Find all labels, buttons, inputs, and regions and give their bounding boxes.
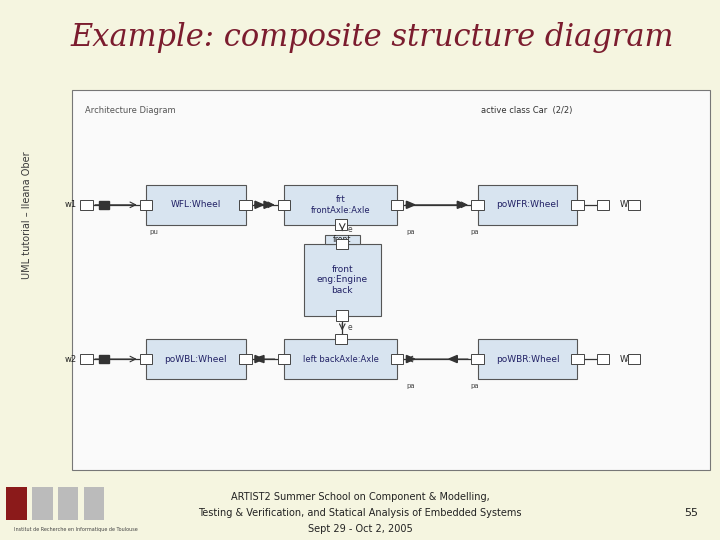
Text: W3: W3 bbox=[619, 200, 633, 210]
Bar bbox=[391, 200, 403, 210]
Bar bbox=[284, 185, 397, 225]
Bar bbox=[335, 219, 347, 230]
Bar bbox=[336, 310, 348, 321]
Text: Institut de Recherche en Informatique de Toulouse: Institut de Recherche en Informatique de… bbox=[14, 526, 138, 531]
Text: pa: pa bbox=[406, 383, 415, 389]
Bar bbox=[99, 355, 109, 363]
Text: w2: w2 bbox=[65, 355, 77, 363]
Bar bbox=[628, 200, 640, 210]
Bar bbox=[472, 200, 484, 210]
Text: pu: pu bbox=[149, 229, 158, 235]
Bar bbox=[84, 488, 104, 521]
Bar bbox=[477, 339, 577, 379]
Text: Architecture Diagram: Architecture Diagram bbox=[84, 106, 175, 115]
Bar bbox=[99, 201, 109, 209]
Text: UML tutorial – Ileana Ober: UML tutorial – Ileana Ober bbox=[22, 151, 32, 279]
Text: poWFR:Wheel: poWFR:Wheel bbox=[496, 200, 559, 210]
Bar bbox=[325, 234, 360, 244]
Text: poWBL:Wheel: poWBL:Wheel bbox=[164, 355, 227, 363]
Polygon shape bbox=[406, 201, 415, 208]
Bar bbox=[472, 354, 484, 364]
Bar bbox=[628, 354, 640, 364]
Bar bbox=[145, 185, 246, 225]
Bar bbox=[391, 354, 403, 364]
Bar bbox=[240, 200, 252, 210]
Text: front: front bbox=[333, 235, 351, 244]
Bar bbox=[140, 200, 152, 210]
Polygon shape bbox=[255, 355, 264, 363]
Bar bbox=[336, 239, 348, 249]
Polygon shape bbox=[255, 201, 264, 208]
Text: Example: composite structure diagram: Example: composite structure diagram bbox=[71, 22, 674, 53]
Bar bbox=[278, 354, 290, 364]
Bar bbox=[145, 339, 246, 379]
Text: pa: pa bbox=[470, 229, 479, 235]
Bar bbox=[81, 354, 93, 364]
Polygon shape bbox=[449, 355, 457, 363]
Bar bbox=[6, 488, 27, 521]
Polygon shape bbox=[457, 201, 466, 208]
Text: poWBR:Wheel: poWBR:Wheel bbox=[496, 355, 559, 363]
Bar bbox=[335, 334, 347, 345]
Text: active class Car  (2/2): active class Car (2/2) bbox=[481, 106, 572, 115]
Text: 55: 55 bbox=[684, 508, 698, 518]
Bar bbox=[477, 185, 577, 225]
Polygon shape bbox=[256, 355, 264, 363]
Text: WFL:Wheel: WFL:Wheel bbox=[171, 200, 221, 210]
Bar bbox=[140, 354, 152, 364]
Bar bbox=[284, 339, 397, 379]
Bar bbox=[81, 200, 93, 210]
Text: ARTIST2 Summer School on Component & Modelling,: ARTIST2 Summer School on Component & Mod… bbox=[230, 491, 490, 502]
Text: pa: pa bbox=[406, 229, 415, 235]
Bar bbox=[32, 488, 53, 521]
Bar bbox=[278, 200, 290, 210]
Text: w1: w1 bbox=[65, 200, 77, 210]
Text: front
eng:Engine
back: front eng:Engine back bbox=[317, 265, 368, 295]
Polygon shape bbox=[406, 355, 415, 363]
Text: pa: pa bbox=[470, 383, 479, 389]
Polygon shape bbox=[264, 201, 272, 208]
Text: Sept 29 - Oct 2, 2005: Sept 29 - Oct 2, 2005 bbox=[307, 524, 413, 534]
Text: e: e bbox=[348, 323, 352, 332]
Bar bbox=[240, 354, 252, 364]
Bar bbox=[304, 244, 381, 315]
Bar bbox=[597, 354, 609, 364]
Text: e: e bbox=[348, 225, 352, 234]
Bar bbox=[572, 354, 584, 364]
Bar bbox=[597, 200, 609, 210]
Bar bbox=[58, 488, 78, 521]
Text: left backAxle:Axle: left backAxle:Axle bbox=[302, 355, 379, 363]
Bar bbox=[572, 200, 584, 210]
Text: frt
frontAxle:Axle: frt frontAxle:Axle bbox=[311, 195, 371, 214]
Text: W4: W4 bbox=[619, 355, 633, 363]
Text: Testing & Verification, and Statical Analysis of Embedded Systems: Testing & Verification, and Statical Ana… bbox=[198, 508, 522, 518]
